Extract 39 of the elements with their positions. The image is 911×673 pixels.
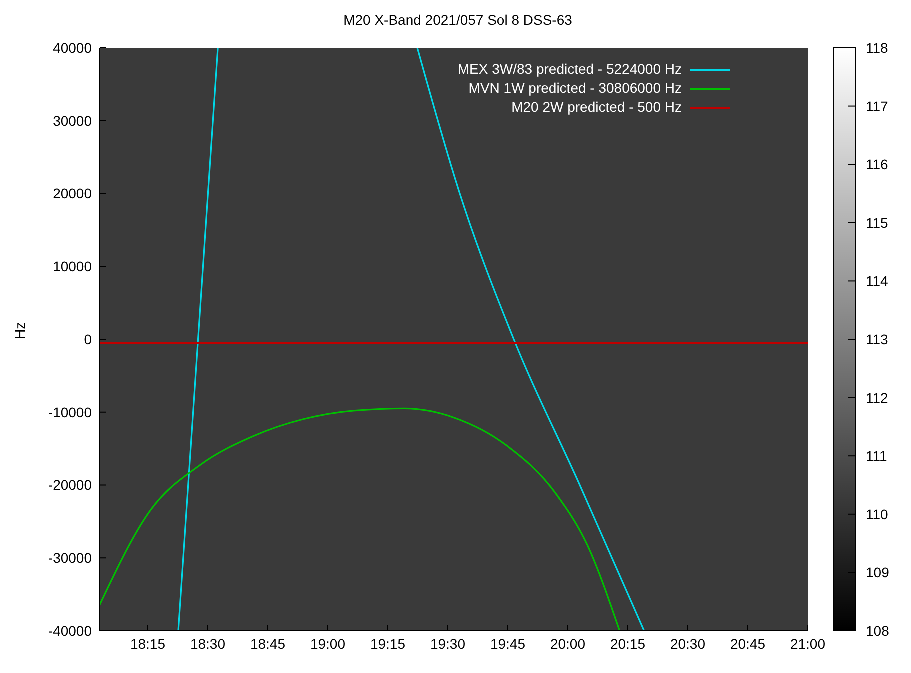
y-tick-label: -20000 xyxy=(48,477,92,494)
color-bar-label: 115 xyxy=(866,214,889,231)
y-axis-title: Hz xyxy=(12,322,28,340)
y-tick-label: 20000 xyxy=(53,186,92,202)
legend-label: MVN 1W predicted - 30806000 Hz xyxy=(468,79,682,98)
x-tick-label: 20:30 xyxy=(670,636,706,652)
x-tick-label: 18:30 xyxy=(190,636,226,652)
color-bar-label: 111 xyxy=(866,448,888,464)
x-tick-label: 21:00 xyxy=(790,636,826,652)
colour-scale: 108 109 110 111 112 113 114 115 116 117 118 xyxy=(826,40,903,639)
legend-label: MEX 3W/83 predicted - 5224000 Hz xyxy=(458,60,682,79)
y-tick-label: 40000 xyxy=(53,40,92,56)
x-tick-label: 18:45 xyxy=(250,636,286,652)
color-bar-label: 113 xyxy=(866,332,889,348)
y-tick-label: -30000 xyxy=(48,550,92,566)
x-tick-label: 19:45 xyxy=(490,636,526,652)
x-tick-label: 20:15 xyxy=(610,636,646,652)
color-bar-label: 110 xyxy=(866,506,889,522)
x-tick-label: 19:00 xyxy=(310,636,346,652)
color-bar-label: 108 xyxy=(866,623,890,639)
color-bar-label: 112 xyxy=(866,390,889,406)
y-tick-label: 10000 xyxy=(53,258,92,275)
x-tick-label: 20:00 xyxy=(550,636,586,652)
color-bar-label: 118 xyxy=(866,40,889,56)
color-bar-label: 109 xyxy=(866,564,890,581)
color-bar-label: 114 xyxy=(866,273,889,290)
color-bar-label: 117 xyxy=(866,98,889,114)
legend-label: M20 2W predicted - 500 Hz xyxy=(512,98,682,117)
y-tick-label: 30000 xyxy=(53,112,92,129)
line-series xyxy=(100,408,621,631)
color-bar-label: 116 xyxy=(866,156,889,173)
x-tick-label: 19:30 xyxy=(430,636,466,652)
chart-title: M20 X-Band 2021/057 Sol 8 DSS-63 xyxy=(342,12,574,28)
y-tick-label: -40000 xyxy=(48,622,92,639)
x-tick-label: 19:15 xyxy=(370,636,406,652)
x-tick-label: 18:15 xyxy=(130,636,166,652)
y-tick-label: -10000 xyxy=(48,404,92,420)
x-tick-label: 20:45 xyxy=(730,636,766,652)
y-tick-label: 0 xyxy=(84,331,92,348)
